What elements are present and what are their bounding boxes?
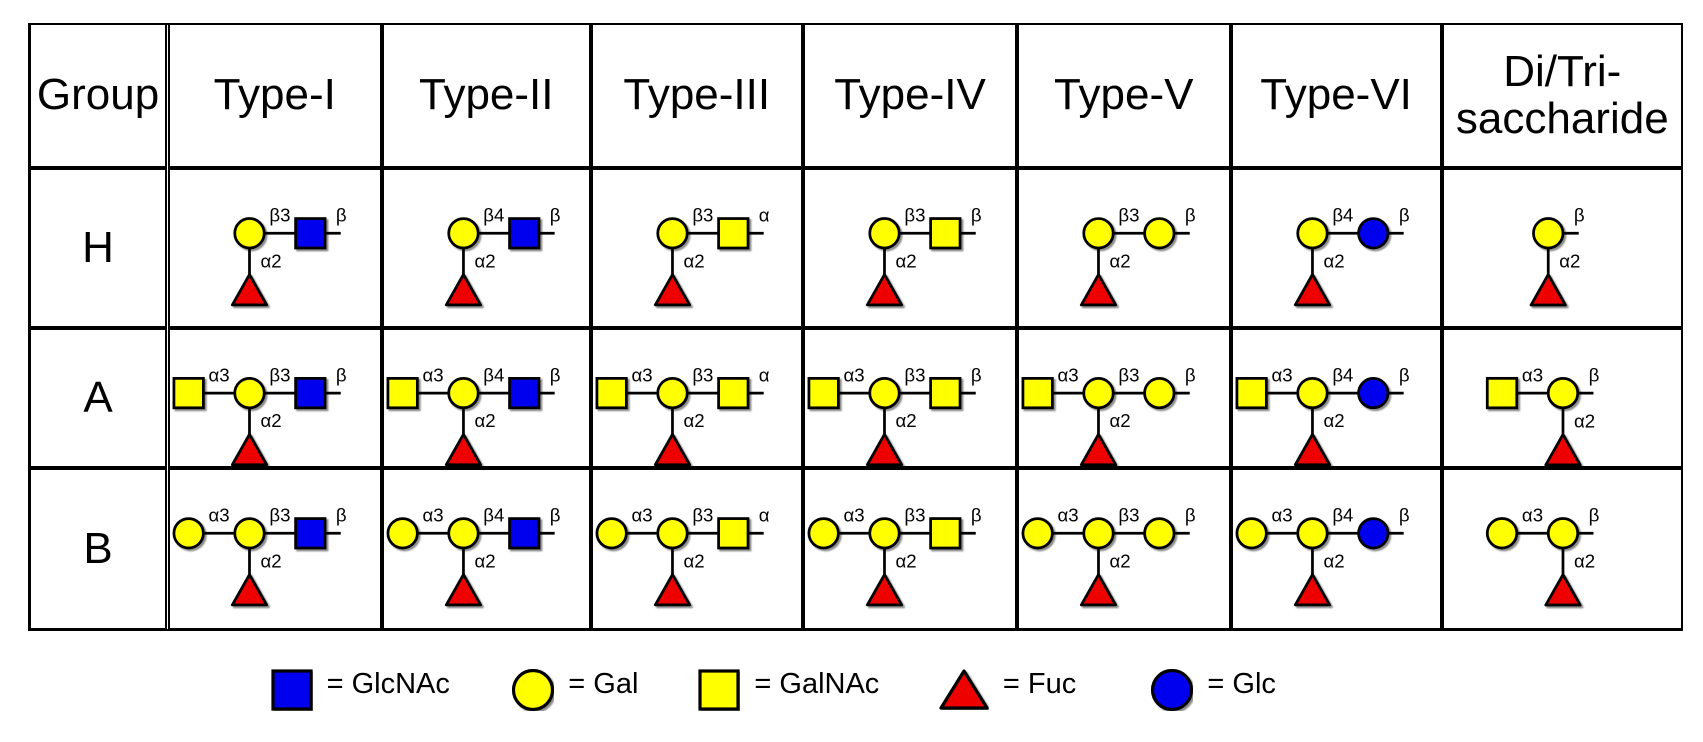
svg-text:α3: α3 [1057,364,1078,385]
svg-text:α: α [758,505,769,526]
svg-text:β: β [335,505,346,526]
svg-text:β3: β3 [692,505,713,526]
svg-text:α2: α2 [1110,410,1131,431]
svg-text:β: β [1398,364,1409,385]
svg-text:β3: β3 [269,364,290,385]
svg-text:α2: α2 [1110,250,1131,271]
svg-text:β: β [971,364,982,385]
svg-text:β3: β3 [904,205,925,226]
svg-text:α2: α2 [896,550,917,571]
svg-text:β4: β4 [483,364,504,385]
svg-text:β: β [1185,205,1196,226]
svg-text:β4: β4 [483,205,504,226]
svg-text:α: α [758,364,769,385]
svg-text:α3: α3 [422,505,443,526]
svg-text:β: β [550,205,561,226]
svg-text:α2: α2 [1110,550,1131,571]
svg-text:β3: β3 [692,364,713,385]
svg-text:β: β [1185,505,1196,526]
svg-text:α: α [758,205,769,226]
svg-text:β: β [1398,505,1409,526]
svg-text:β3: β3 [692,205,713,226]
svg-text:β: β [1588,364,1599,385]
svg-text:α2: α2 [260,410,281,431]
svg-text:β: β [1574,204,1585,225]
svg-text:α2: α2 [683,410,704,431]
svg-text:α3: α3 [1057,505,1078,526]
svg-text:β: β [1588,504,1599,525]
svg-text:β3: β3 [1118,364,1139,385]
svg-text:β: β [1185,364,1196,385]
svg-text:β: β [971,205,982,226]
svg-text:α3: α3 [208,505,229,526]
svg-text:α3: α3 [1271,364,1292,385]
svg-text:β3: β3 [904,505,925,526]
svg-text:α3: α3 [1522,504,1543,525]
svg-text:β: β [971,505,982,526]
svg-text:α3: α3 [843,505,864,526]
svg-text:β3: β3 [269,505,290,526]
svg-text:α3: α3 [1522,364,1543,385]
svg-text:β: β [550,505,561,526]
svg-text:β3: β3 [1118,505,1139,526]
svg-text:β4: β4 [483,505,504,526]
svg-text:α2: α2 [1323,250,1344,271]
svg-text:β3: β3 [1118,205,1139,226]
svg-text:α2: α2 [260,550,281,571]
svg-text:α2: α2 [1574,550,1595,571]
svg-text:α3: α3 [631,364,652,385]
svg-text:α3: α3 [1271,505,1292,526]
svg-text:α3: α3 [631,505,652,526]
svg-text:α2: α2 [474,410,495,431]
svg-text:β: β [1398,205,1409,226]
svg-text:α2: α2 [1323,410,1344,431]
svg-text:β: β [550,364,561,385]
svg-text:α3: α3 [843,364,864,385]
svg-text:α2: α2 [683,550,704,571]
svg-text:α2: α2 [474,250,495,271]
svg-text:α2: α2 [260,250,281,271]
svg-text:β3: β3 [904,364,925,385]
svg-text:α2: α2 [896,250,917,271]
svg-text:β3: β3 [269,205,290,226]
svg-text:β4: β4 [1332,505,1353,526]
svg-text:α3: α3 [208,364,229,385]
svg-text:β: β [335,205,346,226]
svg-text:α2: α2 [683,250,704,271]
svg-text:α2: α2 [1559,250,1580,271]
svg-text:α2: α2 [1574,410,1595,431]
svg-text:α2: α2 [474,550,495,571]
svg-text:α2: α2 [896,410,917,431]
svg-text:α3: α3 [422,364,443,385]
svg-text:β4: β4 [1332,205,1353,226]
svg-text:β: β [335,364,346,385]
svg-text:α2: α2 [1323,550,1344,571]
svg-text:β4: β4 [1332,364,1353,385]
